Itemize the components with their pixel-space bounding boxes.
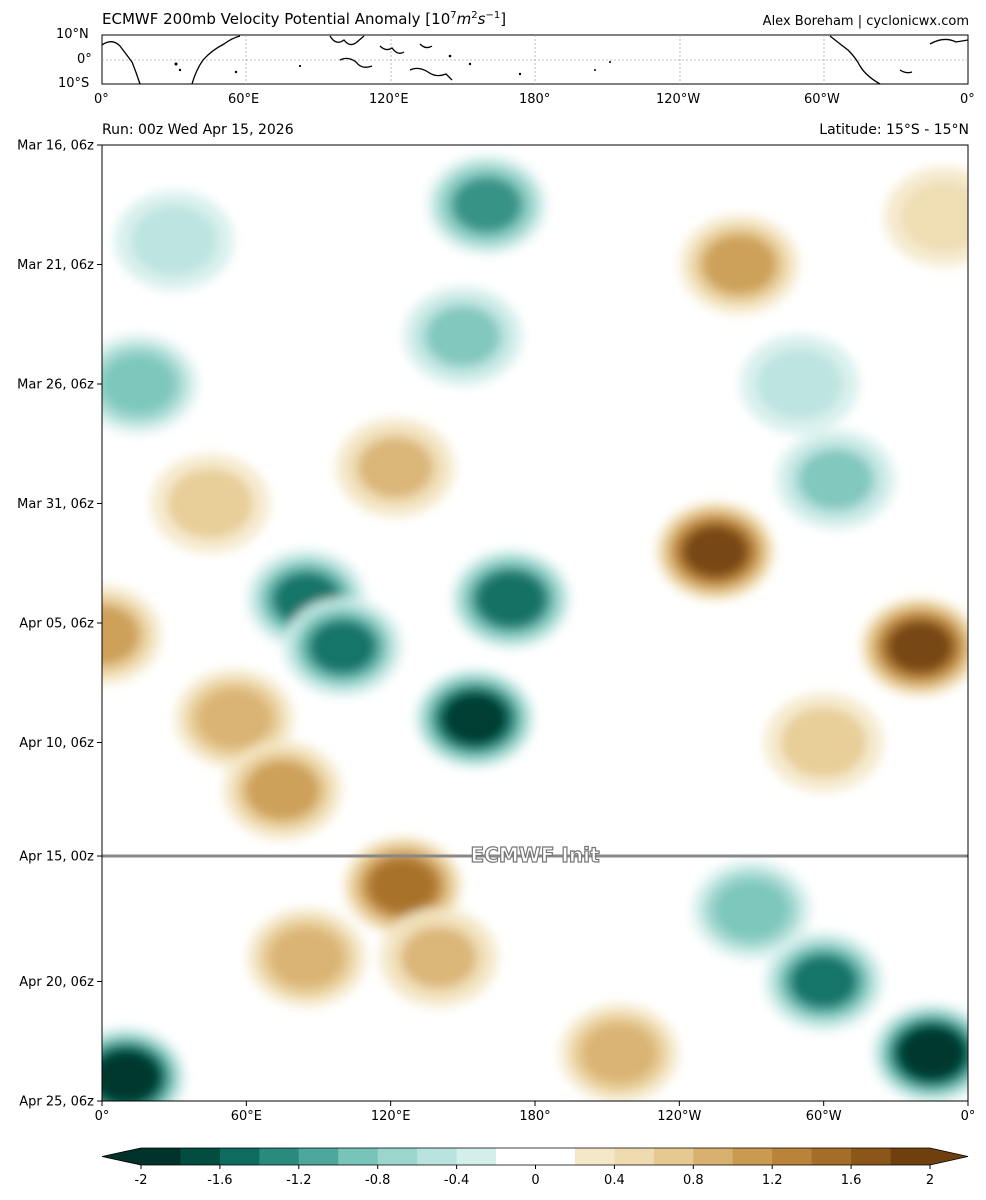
colorbar-tick-label: -0.8: [365, 1173, 390, 1188]
colorbar-segment: [417, 1148, 458, 1165]
map-lon-tick: 120°W: [656, 92, 701, 107]
run-label: Run: 00z Wed Apr 15, 2026: [102, 122, 294, 138]
anomaly-blob: [358, 437, 433, 498]
y-tick-label: Apr 10, 06z: [19, 736, 94, 751]
latitude-label: Latitude: 15°S - 15°N: [819, 122, 969, 138]
colorbar-segment: [574, 1148, 615, 1165]
y-tick-label: Mar 21, 06z: [17, 258, 94, 273]
map-lon-tick: 120°E: [369, 92, 409, 107]
x-tick-label: 180°: [519, 1109, 550, 1124]
map-lon-tick: 60°E: [228, 92, 260, 107]
anomaly-blob: [756, 349, 843, 419]
colorbar-segment: [772, 1148, 813, 1165]
anomaly-blob: [581, 1023, 657, 1084]
colorbar-extend-max: [930, 1148, 968, 1165]
anomaly-blob: [443, 693, 507, 744]
anomaly-blob: [196, 688, 272, 749]
x-tick-label: 60°W: [806, 1109, 842, 1124]
anomaly-blob: [901, 1028, 963, 1078]
colorbar-tick-label: -0.4: [444, 1173, 469, 1188]
anomaly-blob: [131, 205, 218, 276]
x-tick-label: 0°: [961, 1109, 976, 1124]
colorbar: -2 -1.6 -1.2 -0.8 -0.4 0 0.4 0.8 1.2 1.6 2: [101, 1147, 969, 1188]
anomaly-blob: [900, 181, 968, 252]
anomaly-blob: [269, 927, 344, 988]
x-tick-label: 120°W: [657, 1109, 701, 1124]
colorbar-segment: [811, 1148, 852, 1165]
x-tick-label: 0°: [95, 1109, 110, 1124]
colorbar-segment: [890, 1148, 931, 1165]
colorbar-segment: [456, 1148, 497, 1165]
anomaly-blob: [369, 859, 436, 912]
colorbar-tick-label: 0.8: [683, 1173, 704, 1188]
init-label: ECMWF Init: [470, 843, 599, 867]
anomaly-blob: [102, 1052, 157, 1101]
colorbar-tick-label: 0: [531, 1173, 539, 1188]
colorbar-tick-label: 1.6: [841, 1173, 862, 1188]
map-lon-tick: 0°: [960, 92, 975, 107]
colorbar-segment: [141, 1148, 181, 1165]
colorbar-segment: [377, 1148, 418, 1165]
map-lon-tick: 180°: [519, 92, 551, 107]
y-tick-label: Mar 31, 06z: [17, 497, 94, 512]
anomaly-blob: [790, 955, 857, 1008]
y-tick-label: Mar 16, 06z: [17, 139, 94, 154]
anomaly-blob: [102, 604, 140, 665]
colorbar-tick-label: 2: [926, 1173, 934, 1188]
colorbar-tick-label: 1.2: [762, 1173, 783, 1188]
x-tick-label: 60°E: [231, 1109, 262, 1124]
colorbar-segment: [614, 1148, 655, 1165]
colorbar-segment: [496, 1148, 536, 1165]
y-tick-label: Mar 26, 06z: [17, 378, 94, 393]
colorbar-segment: [535, 1148, 576, 1165]
anomaly-blob: [309, 620, 376, 673]
coastlines: [101, 35, 969, 85]
anomaly-blob: [702, 234, 777, 295]
author-credit: Alex Boreham | cyclonicwx.com: [762, 14, 969, 29]
colorbar-segment: [851, 1148, 892, 1165]
anomaly-blob: [245, 760, 320, 821]
colorbar-extend-min: [102, 1148, 141, 1165]
colorbar-segment: [653, 1148, 694, 1165]
anomaly-blob: [478, 573, 544, 626]
basemap-strip: [101, 34, 969, 85]
anomaly-blob: [401, 927, 477, 988]
anomaly-blob: [780, 707, 867, 778]
map-lat-tick: 10°S: [58, 76, 90, 91]
anomaly-blob: [683, 526, 748, 577]
anomaly-blob: [102, 354, 176, 414]
y-tick-label: Apr 15, 00z: [19, 850, 94, 865]
colorbar-segment: [732, 1148, 773, 1165]
y-tick-label: Apr 20, 06z: [19, 975, 94, 990]
colorbar-segment: [338, 1148, 379, 1165]
y-tick-label: Apr 25, 06z: [19, 1095, 94, 1110]
anomaly-blob: [888, 621, 952, 672]
y-tick-label: Apr 05, 06z: [19, 617, 94, 632]
chart-title: ECMWF 200mb Velocity Potential Anomaly […: [102, 10, 507, 28]
anomaly-blob: [452, 177, 522, 233]
anomaly-blob: [425, 306, 501, 367]
colorbar-segment: [259, 1148, 300, 1165]
colorbar-tick-label: -1.6: [207, 1173, 232, 1188]
anomaly-blob: [167, 468, 254, 539]
anomaly-blob: [714, 879, 789, 940]
map-lat-tick: 0°: [77, 52, 92, 67]
colorbar-segment: [180, 1148, 221, 1165]
map-lon-tick: 0°: [94, 92, 109, 107]
colorbar-tick-label: -1.2: [286, 1173, 311, 1188]
colorbar-segment: [298, 1148, 339, 1165]
map-lon-tick: 60°W: [804, 92, 840, 107]
colorbar-segment: [693, 1148, 734, 1165]
map-lat-tick: 10°N: [56, 27, 89, 42]
colorbar-tick-label: -2: [135, 1173, 148, 1188]
anomaly-blob: [798, 449, 874, 510]
x-tick-label: 120°E: [371, 1109, 411, 1124]
colorbar-tick-label: 0.4: [604, 1173, 625, 1188]
colorbar-segment: [219, 1148, 260, 1165]
